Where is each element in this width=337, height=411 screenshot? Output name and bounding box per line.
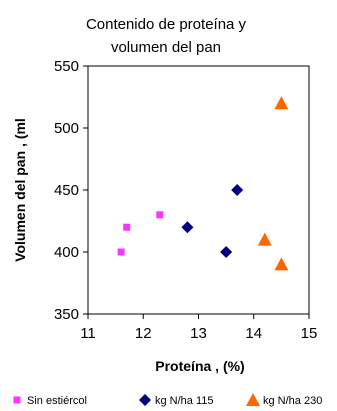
data-point	[274, 96, 289, 110]
x-tick-label: 15	[301, 325, 318, 342]
y-tick-label: 500	[54, 120, 79, 137]
y-axis-label: Volumen del pan , (ml	[12, 118, 28, 262]
x-tick-label: 13	[190, 325, 207, 342]
legend-label: Sin estiércol	[27, 395, 87, 407]
data-point	[123, 223, 131, 231]
legend-marker	[246, 393, 260, 406]
legend-label: kg N/ha 230	[263, 395, 322, 407]
data-points	[117, 96, 289, 271]
data-point	[156, 211, 164, 219]
chart-title-line-2: volumen del pan	[111, 39, 221, 56]
data-point	[220, 246, 233, 258]
legend-marker	[139, 394, 151, 406]
data-point	[257, 232, 272, 246]
x-tick-label: 11	[80, 325, 96, 342]
y-tick-label: 550	[54, 58, 79, 75]
chart-title-line-1: Contenido de proteína y	[86, 16, 247, 33]
x-axis: 11 12 13 14 15	[80, 314, 317, 342]
legend: Sin estiércol kg N/ha 115 kg N/ha 230	[13, 393, 322, 407]
data-point	[231, 184, 244, 196]
plot-area	[87, 65, 310, 315]
data-point	[274, 257, 289, 271]
x-axis-label: Proteína , (%)	[155, 358, 244, 374]
x-tick-label: 12	[135, 325, 152, 342]
y-tick-label: 450	[54, 182, 79, 199]
data-point	[117, 248, 125, 256]
legend-label: kg N/ha 115	[155, 395, 214, 407]
data-point	[181, 221, 194, 234]
y-axis: 350 400 450 500 550	[54, 58, 88, 323]
legend-marker	[13, 396, 21, 404]
y-tick-label: 350	[54, 306, 79, 323]
y-tick-label: 400	[54, 244, 79, 261]
x-tick-label: 14	[245, 325, 262, 342]
